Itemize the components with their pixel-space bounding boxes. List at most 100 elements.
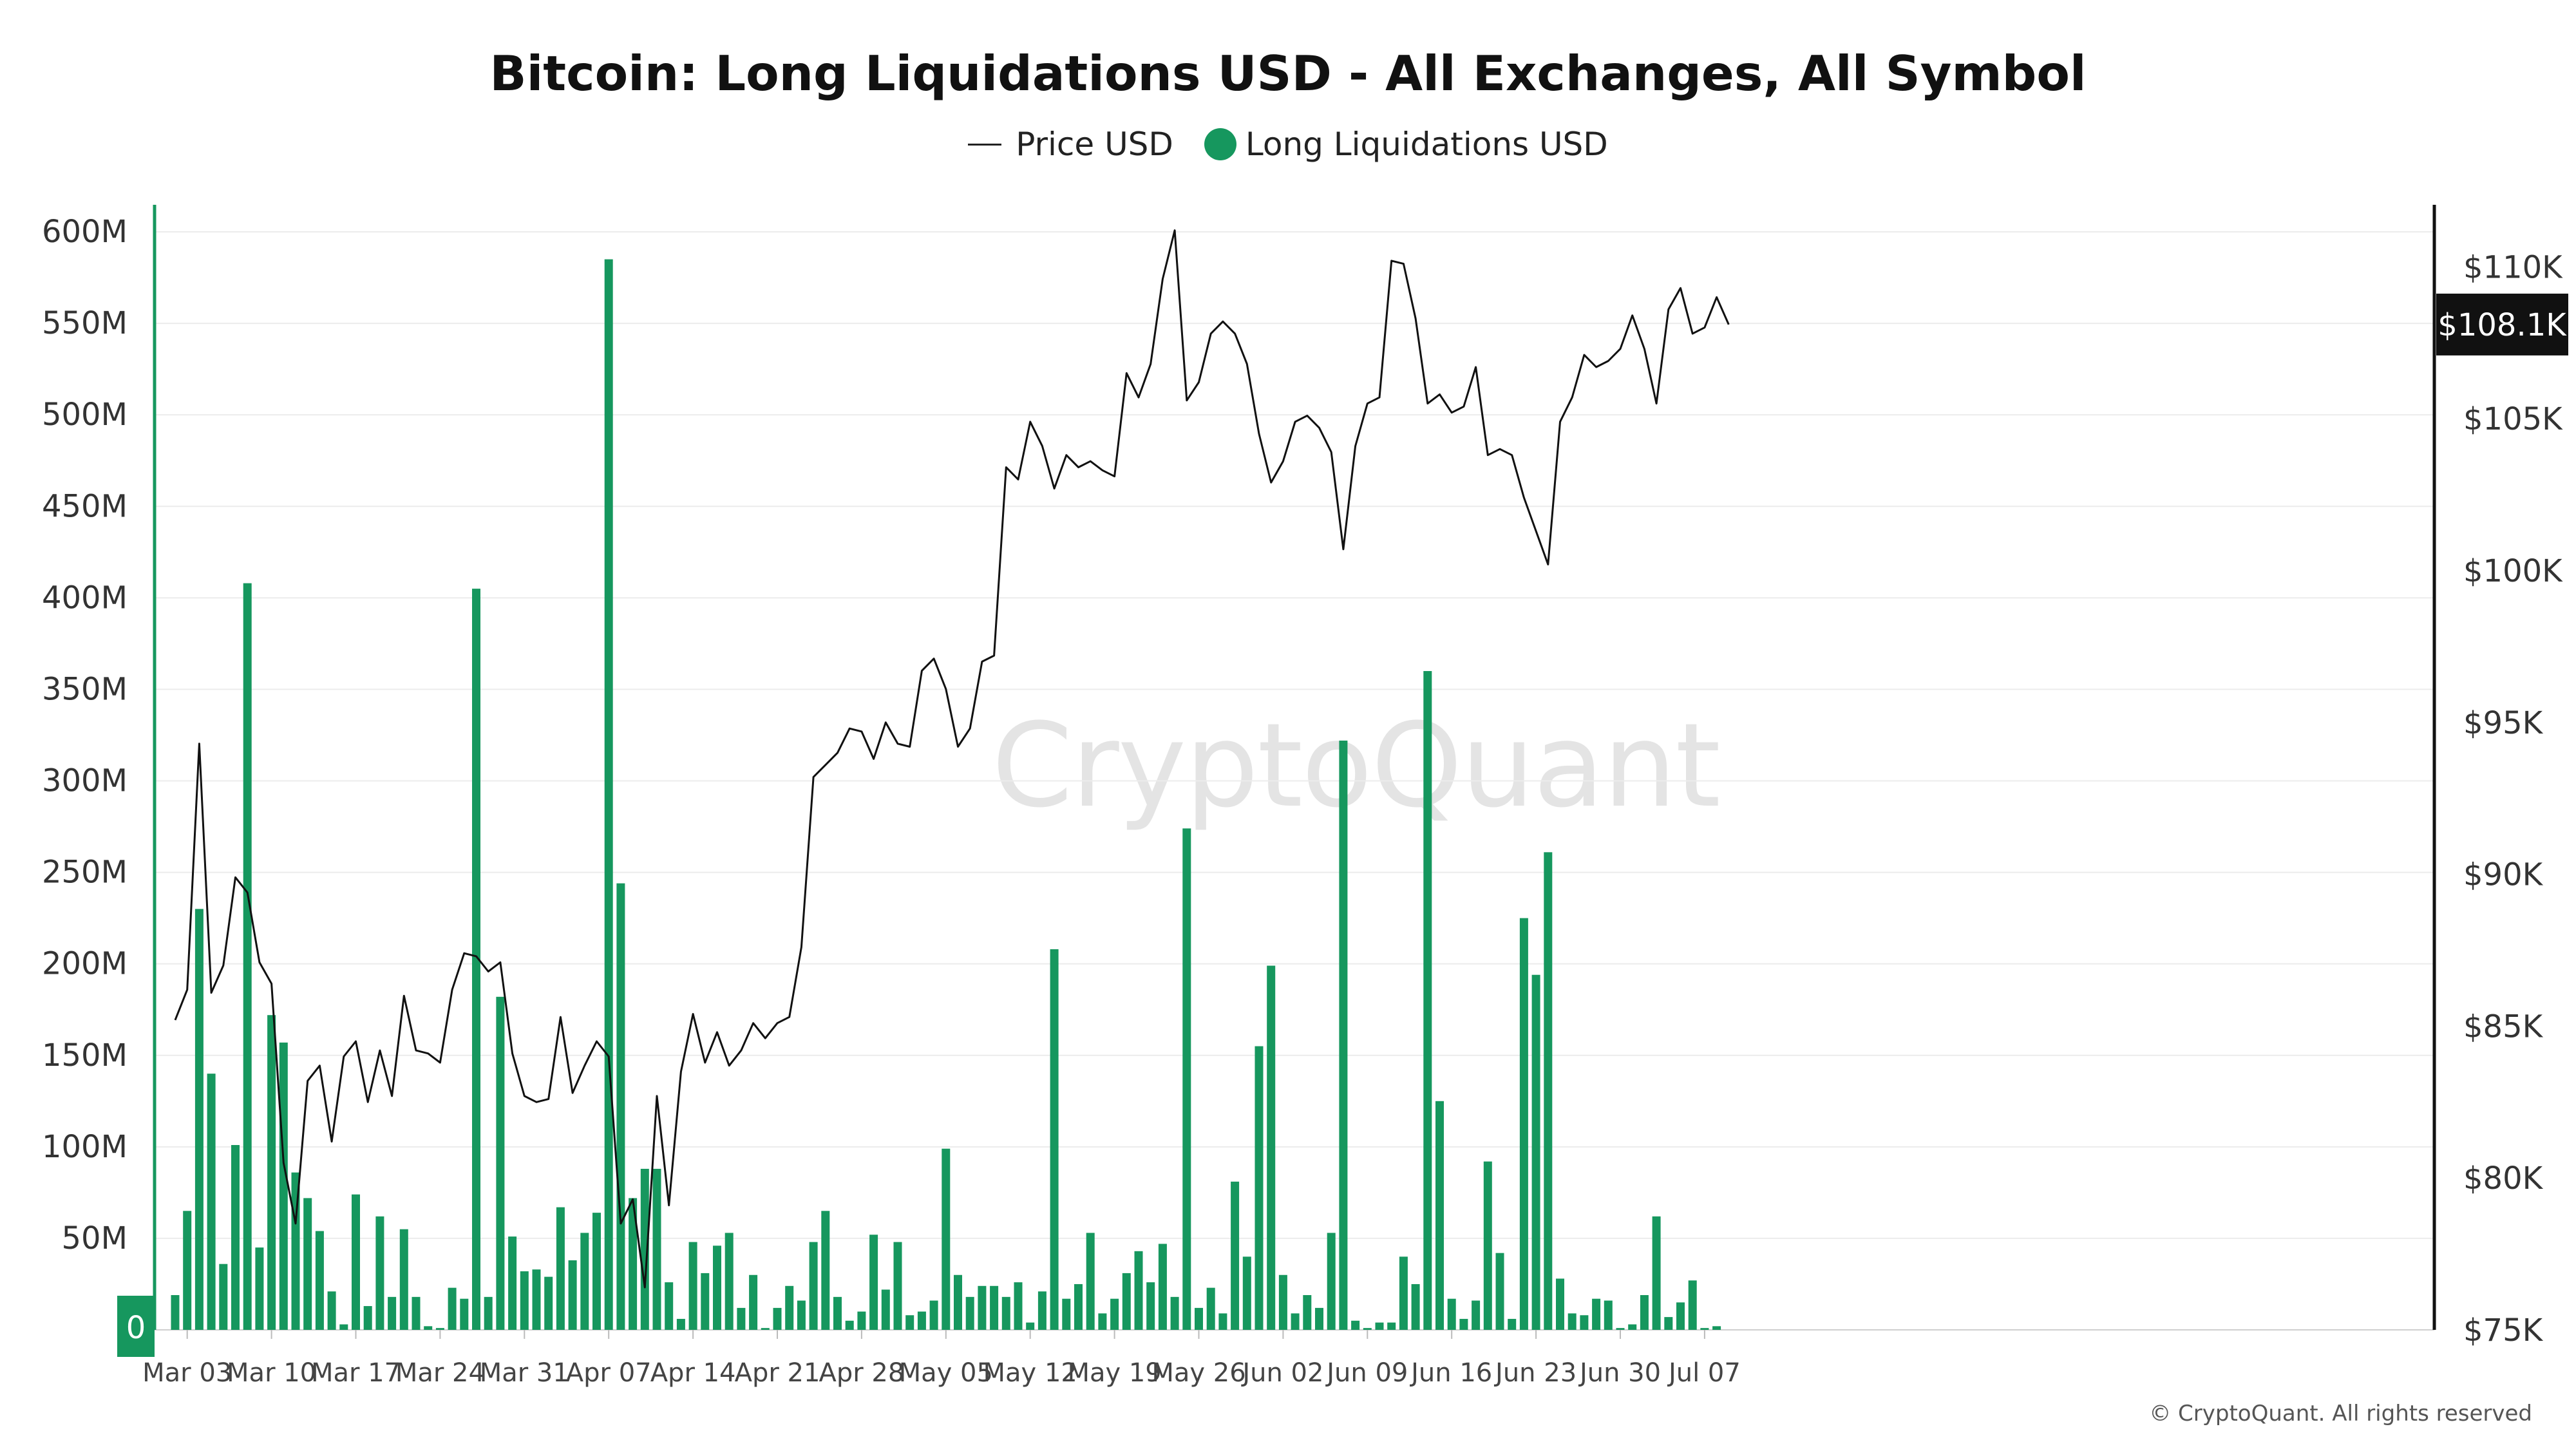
left-tick-label: 400M <box>42 580 128 616</box>
left-tick-label: 550M <box>42 305 128 341</box>
liquidation-bar <box>1050 949 1059 1330</box>
liquidation-bar <box>399 1229 408 1330</box>
liquidation-bar <box>219 1264 228 1330</box>
liquidation-bar <box>1086 1233 1095 1330</box>
liquidation-bar <box>688 1242 697 1330</box>
liquidation-bar <box>1472 1300 1481 1330</box>
liquidation-bar <box>1037 1291 1046 1330</box>
liquidation-bar <box>1399 1256 1408 1330</box>
liquidation-bar <box>701 1273 710 1330</box>
right-tick-label: $100K <box>2463 553 2563 589</box>
liquidation-bar <box>1315 1307 1323 1330</box>
liquidation-bar <box>1062 1298 1071 1330</box>
x-tick-label: Jun 30 <box>1578 1358 1661 1388</box>
legend-label-price: Price USD <box>1016 126 1173 163</box>
liquidation-bar <box>1567 1313 1577 1330</box>
left-tick-label: 200M <box>42 946 128 982</box>
liquidation-bar <box>315 1231 324 1330</box>
liquidation-bar <box>1134 1251 1143 1330</box>
liquidation-bar <box>1495 1253 1504 1330</box>
liquidation-bar <box>942 1148 951 1330</box>
liquidation-bar <box>1519 918 1528 1330</box>
liquidation-bar <box>303 1198 312 1330</box>
liquidation-bar <box>339 1324 348 1330</box>
liquidation-bar <box>1700 1328 1709 1330</box>
liquidation-bar <box>412 1296 421 1330</box>
legend-item-liquidations[interactable]: Long Liquidations USD <box>1204 126 1608 163</box>
liquidation-bar <box>785 1285 794 1330</box>
liquidation-bar <box>580 1233 589 1330</box>
right-tick-label: $110K <box>2463 249 2563 285</box>
liquidation-bar <box>363 1306 372 1330</box>
liquidation-bar <box>1411 1283 1420 1330</box>
current-price-badge <box>2436 293 2568 355</box>
liquidation-bar <box>520 1271 529 1330</box>
left-tick-label: 150M <box>42 1037 128 1074</box>
liquidation-bar <box>1556 1278 1564 1330</box>
left-tick-label: 500M <box>42 397 128 433</box>
liquidation-bar <box>954 1274 962 1330</box>
liquidation-bar <box>1278 1274 1287 1330</box>
liquidation-bar <box>171 1295 180 1330</box>
right-tick-label: $75K <box>2463 1312 2544 1349</box>
liquidation-bar <box>978 1285 987 1330</box>
liquidation-bar <box>1098 1313 1107 1330</box>
liquidation-bar <box>1291 1313 1300 1330</box>
liquidation-bar <box>881 1289 890 1330</box>
liquidation-bar <box>1616 1328 1625 1330</box>
liquidation-bar <box>472 589 480 1330</box>
liquidation-bar <box>352 1194 360 1330</box>
liquidation-bar <box>737 1307 746 1330</box>
left-tick-label: 350M <box>42 671 128 707</box>
x-tick-label: May 12 <box>983 1358 1077 1388</box>
liquidation-bar <box>1640 1295 1649 1330</box>
liquidations-dot-swatch <box>1204 128 1236 160</box>
liquidation-bar <box>1580 1315 1589 1330</box>
liquidation-bar <box>869 1235 878 1330</box>
liquidation-bar <box>1195 1307 1203 1330</box>
liquidation-bar <box>1375 1322 1384 1330</box>
liquidation-bar <box>857 1311 866 1330</box>
right-tick-label: $105K <box>2463 401 2563 437</box>
liquidation-bar <box>1483 1161 1492 1330</box>
liquidation-bar <box>388 1296 397 1330</box>
liquidation-bar <box>1122 1273 1131 1330</box>
liquidation-bar <box>917 1311 926 1330</box>
legend-label-liquidations: Long Liquidations USD <box>1245 126 1608 163</box>
liquidation-bar <box>508 1236 517 1330</box>
x-tick-label: Apr 21 <box>735 1358 820 1388</box>
price-line-swatch <box>968 143 1002 146</box>
left-tick-label: 450M <box>42 488 128 524</box>
liquidation-bar <box>1339 740 1348 1330</box>
liquidation-bar <box>809 1242 818 1330</box>
left-tick-label: 300M <box>42 763 128 799</box>
liquidation-bar <box>990 1285 999 1330</box>
legend-item-price[interactable]: Price USD <box>968 126 1173 163</box>
liquidation-bar <box>1664 1317 1673 1330</box>
liquidation-bar <box>1676 1302 1685 1330</box>
liquidation-bar <box>1242 1256 1251 1330</box>
liquidation-bar <box>1459 1318 1468 1330</box>
liquidation-bar <box>448 1287 457 1330</box>
x-tick-label: Apr 14 <box>650 1358 736 1388</box>
liquidation-bar <box>279 1042 288 1330</box>
liquidation-bar <box>327 1291 336 1330</box>
x-tick-label: Jun 09 <box>1325 1358 1408 1388</box>
liquidation-bar <box>1531 974 1540 1330</box>
liquidation-bar <box>1014 1282 1023 1330</box>
x-tick-label: Jun 02 <box>1240 1358 1323 1388</box>
x-tick-label: Jul 07 <box>1667 1358 1741 1388</box>
liquidation-bar <box>905 1315 914 1330</box>
liquidation-bar <box>640 1168 649 1330</box>
liquidation-bar <box>1158 1244 1167 1330</box>
x-tick-label: Mar 24 <box>395 1358 485 1388</box>
liquidation-bar <box>1231 1181 1240 1330</box>
copyright: © CryptoQuant. All rights reserved <box>2149 1401 2532 1426</box>
liquidation-bar <box>1628 1324 1637 1330</box>
liquidation-bar <box>604 259 613 1330</box>
zero-tick-label: 0 <box>126 1310 146 1346</box>
liquidation-bar <box>1327 1233 1336 1330</box>
liquidation-bar <box>1074 1283 1083 1330</box>
liquidation-bar <box>773 1307 782 1330</box>
liquidation-bar <box>629 1198 638 1330</box>
